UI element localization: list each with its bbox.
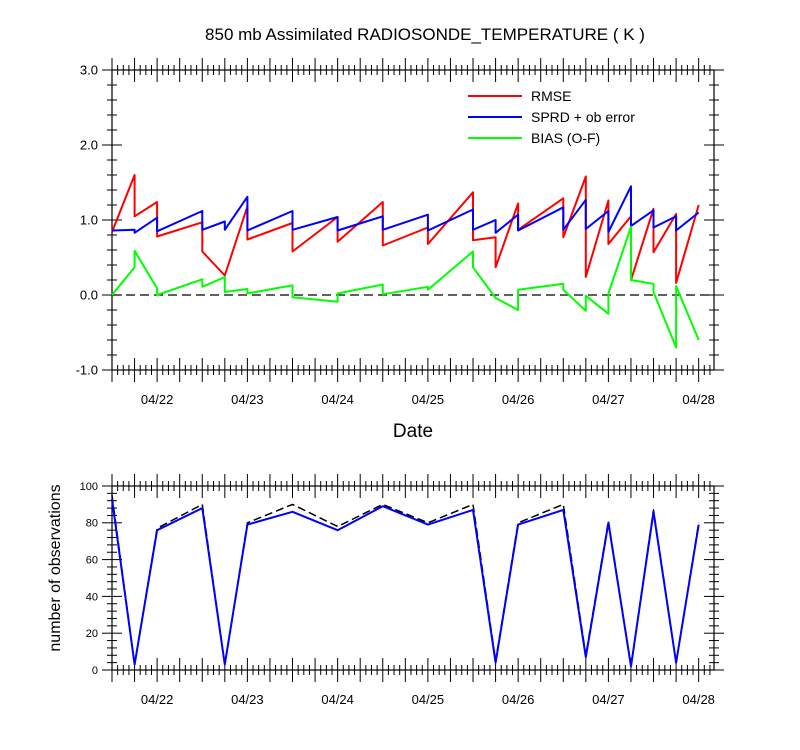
series-line-assimilated bbox=[111, 498, 700, 668]
legend-label: SPRD + ob error bbox=[531, 109, 635, 125]
legend-label: BIAS (O-F) bbox=[531, 130, 600, 146]
y-axis-label: number of observations bbox=[47, 484, 64, 651]
y-tick-label: 80 bbox=[86, 518, 98, 530]
x-tick-label: 04/28 bbox=[682, 692, 715, 707]
series-line-sprd-ob-error bbox=[111, 185, 700, 234]
series-line-possible bbox=[111, 495, 700, 668]
y-tick-label: 40 bbox=[86, 591, 98, 603]
y-tick-label: -1.0 bbox=[76, 363, 98, 378]
y-tick-label: 0 bbox=[92, 665, 98, 677]
x-tick-label: 04/22 bbox=[141, 392, 174, 407]
series-line-bias-o-f bbox=[111, 225, 700, 349]
y-tick-label: 0.0 bbox=[80, 288, 98, 303]
x-tick-label: 04/23 bbox=[231, 392, 264, 407]
y-tick-label: 3.0 bbox=[80, 63, 98, 78]
x-tick-label: 04/26 bbox=[502, 392, 535, 407]
x-tick-label: 04/25 bbox=[412, 392, 445, 407]
x-tick-label: 04/27 bbox=[592, 692, 625, 707]
x-tick-label: 04/24 bbox=[321, 692, 354, 707]
x-tick-label: 04/26 bbox=[502, 692, 535, 707]
y-tick-label: 60 bbox=[86, 554, 98, 566]
chart-panel-1 bbox=[102, 474, 724, 682]
legend-label: RMSE bbox=[531, 88, 571, 104]
x-tick-label: 04/27 bbox=[592, 392, 625, 407]
y-tick-label: 1.0 bbox=[80, 213, 98, 228]
x-tick-label: 04/28 bbox=[682, 392, 715, 407]
x-tick-label: 04/23 bbox=[231, 692, 264, 707]
x-tick-label: 04/22 bbox=[141, 692, 174, 707]
chart-title: 850 mb Assimilated RADIOSONDE_TEMPERATUR… bbox=[205, 25, 645, 44]
chart-panel-0 bbox=[102, 58, 724, 382]
plot-frame bbox=[111, 485, 715, 671]
x-axis-label: Date bbox=[393, 421, 433, 442]
y-tick-label: 2.0 bbox=[80, 138, 98, 153]
x-tick-label: 04/24 bbox=[321, 392, 354, 407]
y-tick-label: 20 bbox=[86, 628, 98, 640]
x-tick-label: 04/25 bbox=[412, 692, 445, 707]
y-tick-label: 100 bbox=[80, 481, 98, 493]
